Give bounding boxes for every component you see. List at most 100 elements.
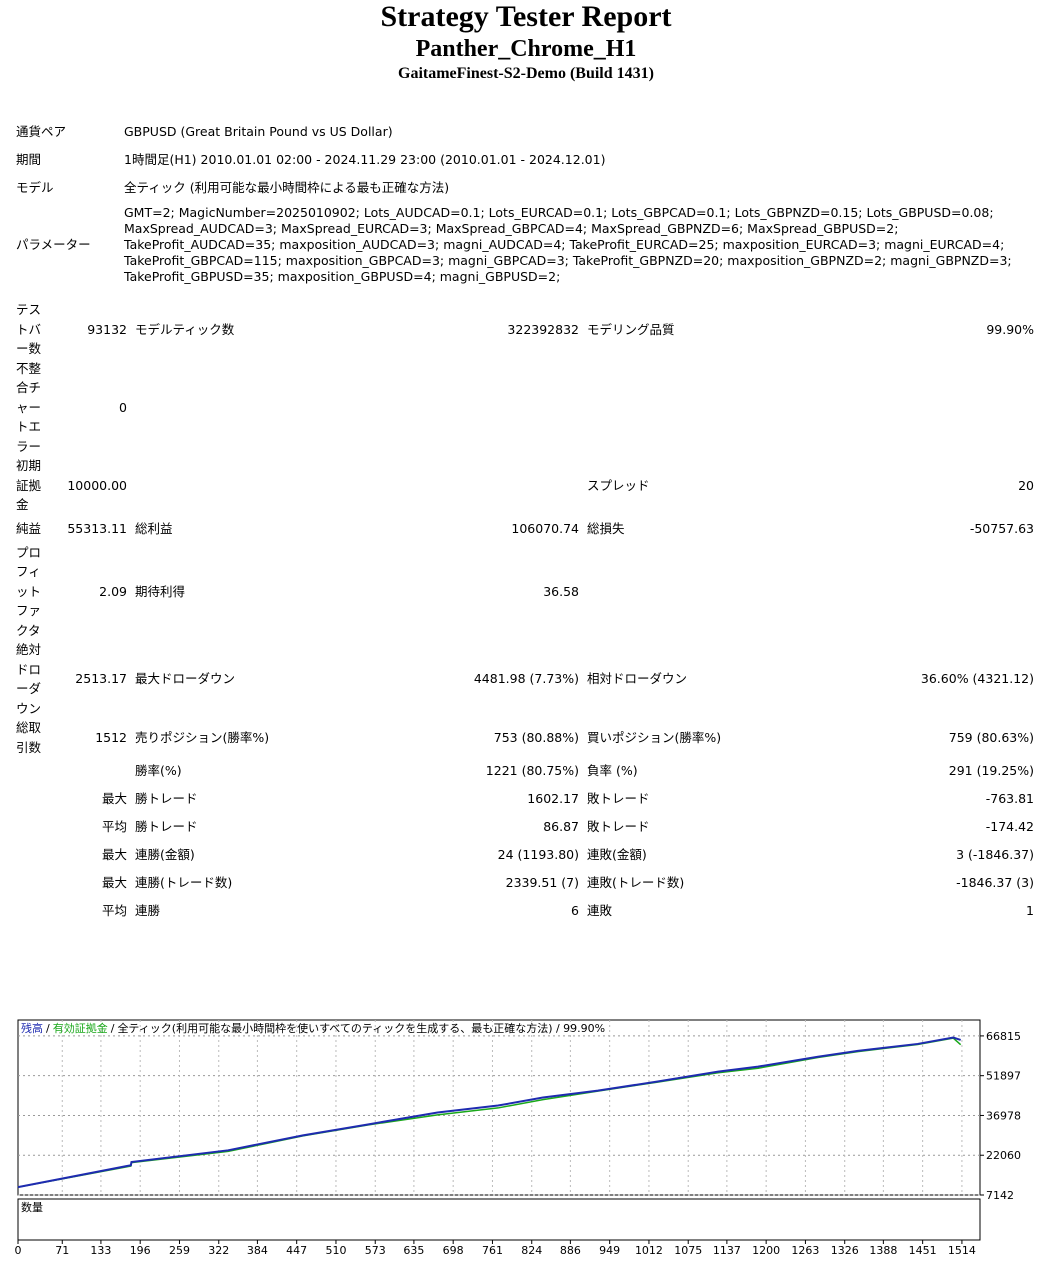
x-tick-label: 1137	[713, 1244, 741, 1257]
stat-label: 売りポジション(勝率%)	[135, 729, 270, 745]
legend-entry: 残高	[21, 1021, 43, 1035]
stat-label	[12, 785, 50, 813]
x-tick-label: 1451	[909, 1244, 937, 1257]
x-tick-label: 133	[90, 1244, 111, 1257]
x-tick-label: 824	[521, 1244, 542, 1257]
stat-value: 759 (80.63%)	[948, 729, 1034, 745]
stats-row: 初期証拠金 10000.00 スプレッド 20	[12, 456, 1038, 515]
stat-value: 2.09	[99, 583, 127, 599]
stat-label: 不整合チャートエラー	[16, 360, 42, 454]
x-tick-label: 761	[482, 1244, 503, 1257]
y-tick-label: 36978	[986, 1109, 1021, 1122]
legend-separator: /	[111, 1022, 115, 1035]
x-tick-label: 322	[208, 1244, 229, 1257]
stat-value	[761, 359, 1038, 457]
stat-label: 買いポジション(勝率%)	[587, 729, 722, 745]
legend-separator: /	[46, 1022, 50, 1035]
stat-value: 322392832	[507, 321, 579, 337]
settings-row: 期間 1時間足(H1) 2010.01.01 02:00 - 2024.11.29…	[12, 146, 1032, 174]
stat-value: 36.60% (4321.12)	[920, 671, 1034, 687]
x-tick-label: 71	[55, 1244, 69, 1257]
stat-label: プロフィットファクタ	[16, 544, 42, 638]
settings-row: パラメーター GMT=2; MagicNumber=2025010902; Lot…	[12, 202, 1032, 288]
stat-label: 総利益	[135, 520, 173, 536]
stat-value: 10000.00	[67, 477, 127, 493]
stat-value: -174.42	[985, 819, 1034, 835]
stat-label	[583, 359, 761, 457]
stat-label: 連勝(金額)	[135, 847, 195, 863]
setting-label: パラメーター	[16, 237, 91, 252]
stat-value	[274, 359, 583, 457]
stat-label: 連敗(金額)	[587, 847, 647, 863]
stat-label: 勝トレード	[135, 791, 198, 807]
stat-value: 2513.17	[75, 671, 127, 687]
stats-row: 総取引数 1512 売りポジション(勝率%) 753 (80.88%) 買いポジション(…	[12, 718, 1038, 757]
stats-row: テストバー数 93132 モデルティック数 322392832 モデリング品質 99.90…	[12, 300, 1038, 359]
stat-label: 相対ドローダウン	[587, 671, 688, 687]
setting-value: GBPUSD (Great Britain Pound vs US Dollar…	[124, 124, 393, 139]
x-tick-label: 384	[247, 1244, 268, 1257]
series-line	[17, 1036, 961, 1189]
stat-value: 1602.17	[527, 791, 579, 807]
stat-label: 連敗	[587, 903, 613, 919]
stat-label: 初期証拠金	[16, 458, 42, 512]
stats-table: テストバー数 93132 モデルティック数 322392832 モデリング品質 99.90…	[12, 300, 1038, 925]
stat-value: 2339.51 (7)	[505, 875, 579, 891]
stat-value: 20	[1018, 477, 1034, 493]
x-tick-label: 1012	[635, 1244, 663, 1257]
stat-label: 連敗(トレード数)	[587, 875, 685, 891]
setting-value: 全ティック (利用可能な最小時間枠による最も正確な方法)	[124, 180, 450, 195]
stat-value: 4481.98 (7.73%)	[473, 671, 579, 687]
stat-value: 3 (-1846.37)	[956, 847, 1034, 863]
x-tick-label: 1263	[791, 1244, 819, 1257]
stats-row: 絶対ドローダウン 2513.17 最大ドローダウン 4481.98 (7.73%) 相対…	[12, 640, 1038, 718]
stats-row: 純益 55313.11 総利益 106070.74 総損失 -50757.63	[12, 515, 1038, 543]
stat-label: 純益	[16, 520, 42, 536]
stat-label	[12, 869, 50, 897]
stats-row: 平均 連勝 6 連敗 1	[12, 897, 1038, 925]
x-tick-label: 573	[365, 1244, 386, 1257]
legend-entry: 有効証拠金	[53, 1021, 108, 1035]
expert-name: Panther_Chrome_H1	[415, 36, 637, 62]
stat-label: 敗トレード	[587, 819, 650, 835]
stat-label: 勝トレード	[135, 819, 198, 835]
setting-label: 期間	[16, 152, 42, 167]
stat-label: 最大ドローダウン	[135, 671, 236, 687]
stat-value: 99.90%	[986, 321, 1034, 337]
stat-value: 36.58	[543, 583, 579, 599]
stat-label: 連勝(トレード数)	[135, 875, 233, 891]
y-tick-label: 51897	[986, 1070, 1021, 1083]
stat-label: 連勝	[135, 903, 161, 919]
stat-value: 753 (80.88%)	[493, 729, 579, 745]
stat-value: 93132	[87, 321, 127, 337]
stat-value: 291 (19.25%)	[948, 763, 1034, 779]
stat-value	[761, 543, 1038, 641]
stat-label	[131, 359, 274, 457]
setting-label: 通貨ペア	[16, 124, 67, 139]
y-tick-label: 7142	[986, 1189, 1014, 1202]
report-title: Strategy Tester Report	[380, 0, 672, 33]
stats-row: 最大 勝トレード 1602.17 敗トレード -763.81	[12, 785, 1038, 813]
legend-model: 全ティック(利用可能な最小時間枠を使いすべてのティックを生成する、最も正確な方法…	[117, 1021, 605, 1035]
stats-row: 最大 連勝(金額) 24 (1193.80) 連敗(金額) 3 (-1846.37)	[12, 841, 1038, 869]
stat-value: 1221 (80.75%)	[485, 763, 579, 779]
stat-value: -1846.37 (3)	[956, 875, 1034, 891]
stat-value: 最大	[101, 875, 127, 891]
x-tick-label: 698	[443, 1244, 464, 1257]
stat-value	[274, 456, 583, 515]
stat-label	[131, 456, 274, 515]
stat-value: 86.87	[543, 819, 579, 835]
stat-label	[12, 813, 50, 841]
x-tick-label: 635	[403, 1244, 424, 1257]
x-tick-label: 259	[169, 1244, 190, 1257]
stat-label: スプレッド	[587, 477, 650, 493]
setting-value: 1時間足(H1) 2010.01.01 02:00 - 2024.11.29 2…	[124, 152, 606, 167]
settings-row: 通貨ペア GBPUSD (Great Britain Pound vs US Do…	[12, 118, 1032, 146]
stat-label: 絶対ドローダウン	[16, 642, 42, 716]
x-tick-label: 1388	[869, 1244, 897, 1257]
balance-chart: 7142 22060 36978 51897 66815 0 71 133 196 259 322 3…	[15, 1019, 1021, 1257]
x-tick-label: 196	[130, 1244, 151, 1257]
stat-value: 平均	[101, 819, 127, 835]
stat-value: 1512	[95, 729, 127, 745]
stat-label: テストバー数	[16, 302, 42, 356]
